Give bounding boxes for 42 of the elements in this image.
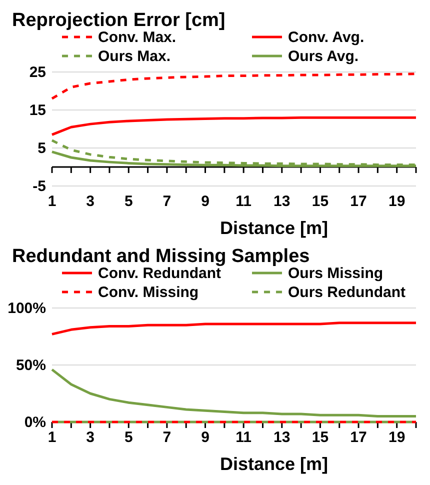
x-tick-label: 1 — [48, 429, 56, 446]
x-axis-title: Distance [m] — [220, 454, 328, 474]
x-tick-label: 7 — [162, 429, 172, 446]
line-series — [50, 368, 418, 418]
x-tick-label: 13 — [274, 429, 290, 446]
y-tick-label: 50% — [16, 357, 46, 374]
legend-label: Conv. Avg. — [288, 29, 364, 46]
x-tick-label: 19 — [388, 429, 406, 446]
x-tick-label: 17 — [350, 429, 367, 446]
x-tick-label: 13 — [274, 193, 290, 210]
x-tick-label: 3 — [86, 429, 94, 446]
x-axis-title: Distance [m] — [220, 218, 328, 238]
y-tick-label: 5 — [38, 140, 46, 157]
x-tick-label: 9 — [201, 429, 210, 446]
x-tick-label: 15 — [312, 429, 329, 446]
legend-label: Ours Avg. — [288, 48, 359, 65]
chart-title: Redundant and Missing Samples — [12, 246, 310, 267]
line-series — [50, 322, 418, 336]
x-tick-label: 15 — [312, 193, 329, 210]
legend-label: Ours Missing — [288, 265, 384, 282]
legend-label: Conv. Redundant — [98, 265, 222, 282]
x-tick-label: 17 — [350, 193, 367, 210]
x-tick-label: 11 — [236, 193, 252, 210]
legend-label: Conv. Max. — [98, 29, 176, 46]
x-tick-label: 5 — [124, 429, 133, 446]
legend-label: Ours Max. — [98, 48, 171, 65]
legend-label: Ours Redundant — [288, 284, 406, 301]
y-tick-label: 25 — [29, 64, 46, 81]
line-series — [50, 116, 418, 136]
y-tick-label: -5 — [32, 178, 46, 195]
x-tick-label: 9 — [201, 193, 210, 210]
x-tick-label: 7 — [162, 193, 172, 210]
x-tick-label: 5 — [124, 193, 133, 210]
x-tick-label: 1 — [48, 193, 56, 210]
legend-label: Conv. Missing — [98, 284, 199, 301]
chart-title: Reprojection Error [cm] — [12, 10, 226, 31]
x-tick-label: 11 — [236, 429, 252, 446]
y-tick-label: 100% — [8, 300, 46, 317]
x-tick-label: 19 — [388, 193, 406, 210]
y-tick-label: 15 — [29, 102, 46, 119]
y-tick-label: 0% — [24, 414, 46, 431]
x-tick-label: 3 — [86, 193, 94, 210]
